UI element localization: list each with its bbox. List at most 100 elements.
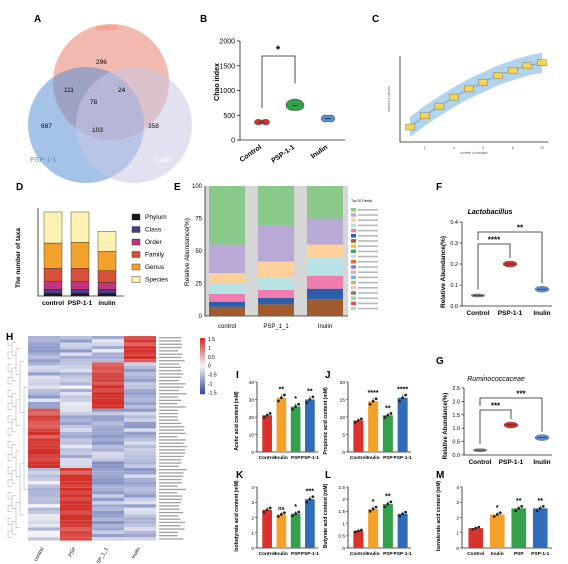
m-y-tick-label: 0 xyxy=(456,546,459,552)
h-dendrogram-branch xyxy=(23,386,28,490)
h-heatmap-cell xyxy=(60,444,92,449)
e-x-tick-label: control xyxy=(218,324,236,330)
h-heatmap-cell xyxy=(124,418,156,422)
panel-label-d: D xyxy=(16,182,23,193)
h-heatmap-cell xyxy=(92,448,124,452)
h-heatmap-cell xyxy=(92,418,124,422)
h-heatmap-cell xyxy=(28,355,60,360)
e-bar-segment xyxy=(209,301,245,307)
h-heatmap-cell xyxy=(28,365,60,369)
m-x-tick-label: Inulin xyxy=(491,551,504,557)
e-bar-segment xyxy=(258,225,294,262)
h-column-label: PSP xyxy=(68,546,79,558)
h-heatmap-cell xyxy=(60,395,92,399)
e-legend-entry-line xyxy=(358,255,378,258)
h-heatmap-cell xyxy=(92,398,124,402)
g-x-tick-label: PSP-1-1 xyxy=(499,459,524,466)
k-bar xyxy=(276,514,287,548)
h-heatmap-cell xyxy=(28,484,60,488)
m-y-axis-label: Isovalerate acid content (mM) xyxy=(436,481,442,552)
d-legend-label: Class xyxy=(145,227,162,234)
e-bar-segment xyxy=(258,297,294,305)
e-legend-entry-line xyxy=(358,219,378,221)
e-legend-entry-line xyxy=(358,266,378,268)
d-bar-segment xyxy=(70,289,90,294)
d-axes xyxy=(37,208,124,297)
f-bracket-2 xyxy=(477,231,543,284)
e-bar-segment xyxy=(307,244,343,258)
h-heatmap-cell xyxy=(92,461,124,465)
h-heatmap-cell xyxy=(124,342,156,346)
i-significance: ** xyxy=(279,386,285,393)
h-heatmap-cell xyxy=(28,530,60,534)
e-legend-swatch xyxy=(351,270,356,274)
e-legend-entry-line xyxy=(358,271,378,273)
h-heatmap-cell xyxy=(60,425,92,429)
h-heatmap-cell xyxy=(92,405,124,409)
i-significance: * xyxy=(294,396,297,403)
h-heatmap-cell xyxy=(92,402,124,406)
h-heatmap-cell xyxy=(60,339,92,343)
h-dendrogram-branch xyxy=(7,466,12,474)
h-color-scale-step xyxy=(200,340,205,343)
h-color-scale-step xyxy=(200,380,205,383)
h-column-label: Inulin xyxy=(131,546,142,560)
h-heatmap-cell xyxy=(92,359,124,363)
g-y-axis-label: Relative Abundance(%) xyxy=(443,393,449,459)
m-x-tick-label: PSP xyxy=(514,551,524,557)
h-heatmap-cell xyxy=(60,474,92,478)
c-plot: 2 4 6 8 10 number of samples number of species xyxy=(387,52,548,155)
h-row-label-line xyxy=(159,482,182,484)
i-x-tick-label: PSP-1-1 xyxy=(301,455,319,461)
h-heatmap-cell xyxy=(124,474,156,478)
m-y-tick-label: 1 xyxy=(456,531,459,537)
m-bar xyxy=(468,528,484,548)
h-heatmap-cell xyxy=(60,530,92,534)
e-bar-segment xyxy=(258,290,294,298)
f-title: Lactobacillus xyxy=(468,209,513,216)
h-heatmap-cell xyxy=(92,372,124,376)
h-heatmap-cell xyxy=(92,369,124,373)
h-heatmap-cell xyxy=(60,431,92,435)
panel-label-a: A xyxy=(34,14,41,25)
j-y-axis-label: Propionic acid content (mM) xyxy=(323,387,329,455)
h-heatmap-cell xyxy=(92,336,124,340)
h-heatmap-cell xyxy=(92,444,124,449)
h-color-scale-step xyxy=(200,368,205,371)
e-axes xyxy=(204,186,348,317)
i-data-dot xyxy=(262,416,266,419)
h-heatmap-cell xyxy=(28,411,60,416)
c-box-marker xyxy=(507,67,518,74)
h-heatmap-cell xyxy=(92,464,124,468)
h-dendrogram-branch xyxy=(15,348,20,375)
h-heatmap-cell xyxy=(92,355,124,360)
h-heatmap-cell xyxy=(124,444,156,449)
f-bracket-1 xyxy=(477,243,511,290)
e-y-tick-label: 25 xyxy=(195,282,202,288)
h-heatmap-cell xyxy=(92,421,124,426)
j-plot: 0 5 10 15 20 Control **** Inulin ** PSP **** PSP-1-… xyxy=(340,380,412,461)
g-x-tick-label: Inulin xyxy=(533,459,550,466)
h-color-scale-step xyxy=(200,354,205,357)
h-row-label-line xyxy=(159,366,182,368)
h-row-label-line xyxy=(159,416,178,418)
d-legend-swatch xyxy=(131,251,141,258)
i-y-tick-label: 30 xyxy=(249,397,255,403)
h-dendrogram-branch xyxy=(15,502,20,529)
k-plot: 0 1 2 3 4 Control ns Inulin * PSP *** PSP-1-1 xyxy=(251,485,319,557)
h-color-scale-step xyxy=(200,384,205,387)
d-legend-label: Family xyxy=(145,252,165,259)
b-y-tick-label: 2000 xyxy=(219,39,235,46)
panel-d: D The number of taxa control PSP-1-1 inuli… xyxy=(15,182,169,307)
c-box-marker xyxy=(434,102,445,110)
l-data-dot xyxy=(398,514,402,518)
e-legend-entry-line xyxy=(358,281,378,284)
f-significance-1: **** xyxy=(488,236,501,245)
h-heatmap-cell xyxy=(28,398,60,402)
e-legend-entry-line xyxy=(358,287,378,289)
b-plot: 0 500 1000 1500 2000 Control PSP-1-1 Inulin * xyxy=(219,39,345,165)
l-bar xyxy=(382,504,393,548)
h-row-label-line xyxy=(159,442,184,444)
venn-inulin-circle xyxy=(76,67,192,183)
k-data-dot xyxy=(268,506,272,510)
